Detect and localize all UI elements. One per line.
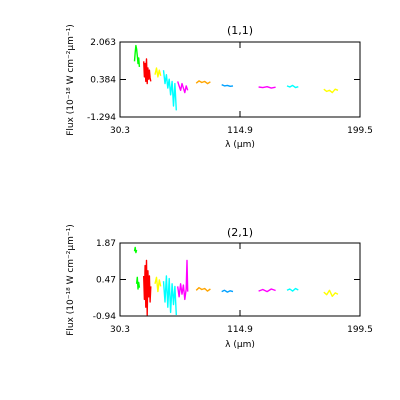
- panel-1-series-7-line: [221, 84, 234, 88]
- panel-2-series-10-line: [286, 287, 299, 292]
- panel-1-ylabel: Flux (10⁻¹⁸ W cm⁻²μm⁻¹): [66, 24, 76, 136]
- panel-1-series-3-line: [154, 67, 162, 78]
- panel-2-series-1-line: [133, 246, 138, 254]
- panel-1-series-4-line: [162, 70, 177, 111]
- panel-1-title: (1,1): [227, 24, 253, 37]
- panel-1-series-1-line: [133, 44, 141, 67]
- panel-1-series-5-line: [177, 81, 189, 94]
- panel-1-series-9-line: [286, 84, 299, 89]
- panel-1-marks: [133, 44, 339, 111]
- panel-2-series-8-line: [221, 289, 234, 293]
- panel-2: (2,1) 1.87 0.47 -0.94 30.3 114.9 199.5 λ…: [66, 224, 373, 350]
- panel-2-series-3-line: [143, 259, 152, 316]
- panel-1-series-10-line: [323, 88, 339, 94]
- panel-1-xlabel: λ (μm): [225, 140, 255, 150]
- panel-1-ytick-label-bottom: -1.294: [87, 113, 116, 123]
- panel-2-series-5-line: [162, 275, 177, 316]
- panel-1-series-8-line: [258, 85, 276, 89]
- panel-2-xlabel: λ (μm): [225, 340, 255, 350]
- panel-1: (1,1) 2.063 0.384 -1.294 30.3 114.9 199.…: [66, 24, 373, 150]
- panel-2-xtick-label-mid: 114.9: [227, 325, 253, 335]
- panel-2-marks: [133, 246, 339, 316]
- panel-1-xtick-label-left: 30.3: [110, 126, 130, 136]
- panel-2-series-11-line: [323, 289, 339, 297]
- panel-2-xtick-label-left: 30.3: [110, 325, 130, 335]
- panel-1-xtick-label-right: 199.5: [347, 126, 373, 136]
- panel-1-ytick-label-top: 2.063: [90, 38, 116, 48]
- panel-2-ytick-label-mid: 0.47: [96, 276, 116, 286]
- panel-2-series-7-line: [195, 287, 211, 292]
- panel-2-ytick-label-bottom: -0.94: [93, 312, 117, 322]
- panel-2-ylabel: Flux (10⁻¹⁸ W cm⁻²μm⁻¹): [66, 224, 76, 336]
- panel-1-series-2-line: [143, 58, 152, 85]
- panel-1-ytick-label-mid: 0.384: [90, 76, 116, 86]
- panel-2-xtick-label-right: 199.5: [347, 325, 373, 335]
- panel-2-series-9-line: [258, 288, 276, 293]
- panel-2-title: (2,1): [227, 226, 253, 239]
- panel-2-series-2-line: [135, 276, 141, 290]
- panel-2-series-4-line: [154, 276, 162, 293]
- panel-1-xtick-label-mid: 114.9: [227, 126, 253, 136]
- panel-2-ytick-label-top: 1.87: [96, 239, 116, 249]
- panel-2-series-6-line: [177, 259, 189, 301]
- panel-1-series-6-line: [195, 80, 211, 85]
